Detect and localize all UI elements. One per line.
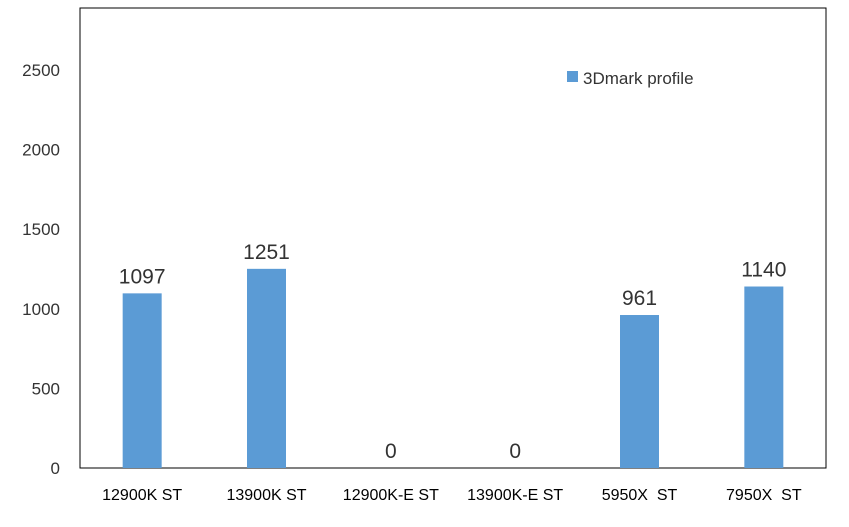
x-axis-labels: 12900K ST 13900K ST 12900K-E ST 13900K-E ST…: [102, 487, 802, 504]
bar-data-label: 1097: [119, 265, 166, 288]
bar-data-label: 961: [622, 287, 657, 310]
bar: [620, 315, 659, 468]
data-labels: 1097 1251 0 0 961 1140: [119, 241, 787, 463]
y-tick-label: 2500: [22, 61, 60, 80]
x-category-label: 12900K-E ST: [343, 487, 439, 504]
legend-label: 3Dmark profile: [583, 69, 694, 88]
y-tick-label: 0: [51, 459, 60, 478]
bars: [122, 268, 784, 468]
y-axis-ticks: 0 500 1000 1500 2000 2500: [22, 61, 60, 478]
y-tick-label: 1500: [22, 220, 60, 239]
x-category-label: 12900K ST: [102, 487, 182, 504]
x-category-label: 7950X ST: [726, 487, 802, 504]
legend-swatch: [567, 71, 578, 82]
y-tick-label: 1000: [22, 300, 60, 319]
legend: 3Dmark profile: [567, 69, 694, 88]
bar: [744, 286, 784, 468]
bar-data-label: 0: [509, 440, 521, 463]
x-category-label: 13900K-E ST: [467, 487, 563, 504]
bar: [122, 293, 162, 468]
x-category-label: 13900K ST: [226, 487, 306, 504]
x-category-label: 5950X ST: [602, 487, 678, 504]
bar: [247, 268, 286, 468]
bar-data-label: 1251: [243, 241, 290, 264]
y-tick-label: 2000: [22, 141, 60, 160]
y-tick-label: 500: [32, 379, 60, 398]
bar-data-label: 1140: [741, 259, 786, 282]
bar-data-label: 0: [385, 440, 397, 463]
plot-frame: [79, 7, 827, 469]
